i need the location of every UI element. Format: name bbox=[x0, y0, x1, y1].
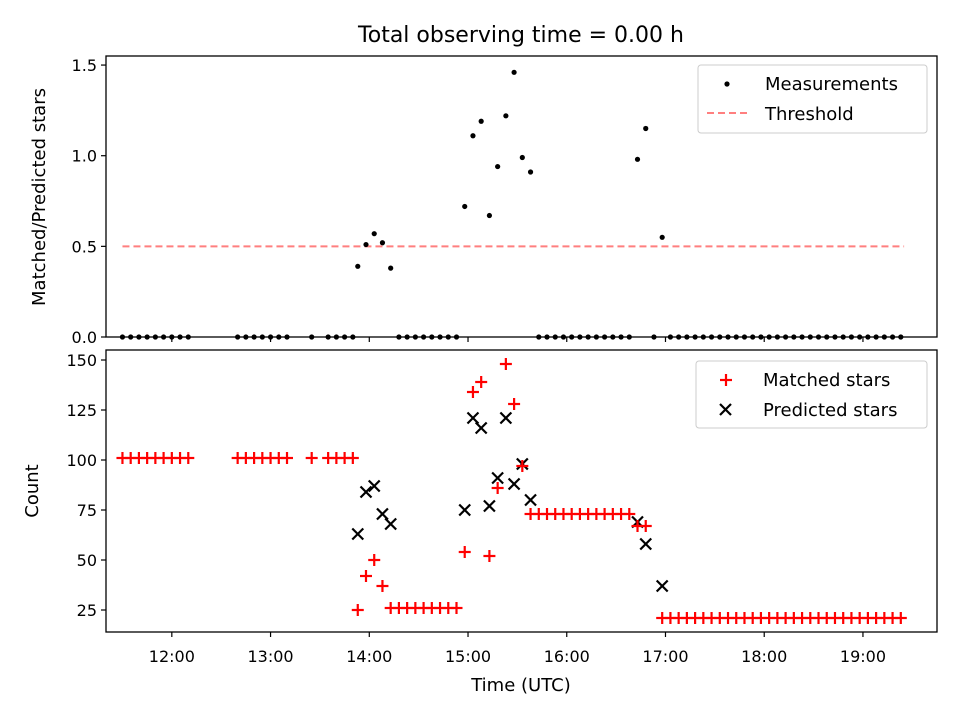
bottom-y-tick-label: 75 bbox=[77, 501, 97, 520]
bottom-y-ticks: 25 50 75 100 125 150 bbox=[66, 351, 106, 620]
matched-star-point bbox=[376, 580, 389, 592]
measurement-point bbox=[519, 154, 525, 161]
matched-star-point bbox=[458, 546, 471, 558]
matched-star-point bbox=[182, 452, 195, 464]
top-plot-marks bbox=[119, 69, 905, 340]
x-tick-label: 12:00 bbox=[149, 647, 195, 666]
predicted-star-point bbox=[458, 503, 472, 517]
matched-star-point bbox=[466, 386, 479, 398]
top-x-ticks bbox=[171, 337, 864, 342]
bottom-plot-marks bbox=[116, 358, 907, 624]
bottom-panel: 25 50 75 100 125 150 12:00 13:00 14:00 15:00 16:0… bbox=[22, 349, 938, 696]
bottom-axes-frame bbox=[105, 349, 938, 633]
measurement-point bbox=[527, 169, 534, 175]
predicted-star-point bbox=[376, 507, 389, 521]
top-legend: Measurements Threshold bbox=[697, 64, 928, 134]
measurement-point bbox=[659, 234, 665, 240]
x-axis-label: Time (UTC) bbox=[470, 675, 571, 696]
legend-predicted-label: Predicted stars bbox=[763, 400, 897, 421]
matched-star-point bbox=[639, 520, 652, 532]
legend-matched-marker bbox=[720, 374, 732, 386]
bottom-legend: Matched stars Predicted stars bbox=[695, 360, 928, 429]
bottom-y-tick-label: 50 bbox=[77, 551, 97, 570]
chart-title: Total observing time = 0.00 h bbox=[357, 23, 684, 48]
predicted-star-point bbox=[491, 471, 504, 485]
legend-predicted-marker bbox=[719, 403, 732, 416]
matched-star-point bbox=[491, 482, 504, 494]
legend-matched-label: Matched stars bbox=[763, 370, 890, 391]
matched-star-point bbox=[450, 602, 463, 614]
measurement-point bbox=[462, 203, 468, 210]
matched-star-point bbox=[499, 358, 512, 370]
predicted-star-point bbox=[466, 411, 480, 425]
measurement-point bbox=[486, 212, 493, 219]
measurement-point bbox=[643, 125, 649, 132]
top-y-tick-label: 0.0 bbox=[72, 328, 97, 347]
predicted-star-point bbox=[367, 479, 381, 493]
measurement-point bbox=[634, 156, 641, 162]
bottom-y-tick-label: 125 bbox=[66, 401, 97, 420]
predicted-star-point bbox=[384, 517, 397, 531]
predicted-star-point bbox=[483, 499, 496, 513]
matched-star-point bbox=[305, 452, 318, 464]
top-legend-box bbox=[697, 64, 928, 134]
top-y-axis-label: Matched/Predicted stars bbox=[29, 88, 50, 306]
top-y-ticks: 0.0 0.5 1.0 1.5 bbox=[72, 56, 106, 347]
matched-star-point bbox=[346, 452, 359, 464]
matched-star-point bbox=[894, 612, 907, 624]
top-y-tick-label: 0.5 bbox=[72, 237, 97, 256]
predicted-star-point bbox=[474, 421, 488, 435]
x-tick-label: 16:00 bbox=[544, 647, 590, 666]
top-y-tick-label: 1.5 bbox=[72, 56, 97, 75]
predicted-star-point bbox=[524, 493, 537, 507]
predicted-star-point bbox=[507, 477, 521, 491]
matched-star-point bbox=[483, 550, 496, 562]
measurement-point bbox=[379, 240, 386, 246]
bottom-legend-box bbox=[695, 360, 928, 429]
predicted-star-point bbox=[639, 537, 653, 551]
legend-threshold-label: Threshold bbox=[764, 104, 854, 125]
measurement-point bbox=[503, 113, 509, 119]
bottom-y-tick-label: 25 bbox=[77, 601, 97, 620]
matched-star-point bbox=[475, 376, 488, 388]
matched-star-point bbox=[359, 570, 372, 582]
top-y-tick-label: 1.0 bbox=[72, 147, 97, 166]
x-tick-label: 17:00 bbox=[642, 647, 688, 666]
measurement-point bbox=[363, 241, 369, 248]
matched-star-point bbox=[623, 508, 636, 520]
matched-star-point bbox=[508, 398, 521, 410]
legend-measurement-marker bbox=[724, 81, 730, 87]
measurement-point bbox=[355, 263, 361, 269]
measurement-point bbox=[495, 163, 501, 170]
x-tick-label: 15:00 bbox=[445, 647, 491, 666]
bottom-y-axis-label: Count bbox=[22, 464, 43, 517]
x-tick-label: 13:00 bbox=[247, 647, 293, 666]
x-tick-label: 19:00 bbox=[840, 647, 886, 666]
measurement-point bbox=[388, 265, 394, 271]
x-tick-label: 14:00 bbox=[346, 647, 392, 666]
matched-star-point bbox=[368, 554, 381, 566]
top-axes-frame bbox=[105, 55, 938, 338]
measurement-point bbox=[371, 231, 377, 237]
matched-star-point bbox=[281, 452, 294, 464]
measurement-point bbox=[511, 69, 517, 75]
matched-star-point bbox=[516, 460, 529, 472]
bottom-y-tick-label: 100 bbox=[66, 451, 97, 470]
predicted-star-point bbox=[655, 579, 669, 593]
predicted-star-point bbox=[499, 411, 513, 425]
predicted-star-point bbox=[351, 527, 365, 541]
measurement-point bbox=[478, 118, 484, 124]
legend-measurements-label: Measurements bbox=[765, 74, 898, 95]
bottom-x-ticks: 12:00 13:00 14:00 15:00 16:00 17:00 18:00 19:00 bbox=[149, 632, 886, 666]
measurement-point bbox=[470, 133, 476, 139]
bottom-y-tick-label: 150 bbox=[66, 351, 97, 370]
predicted-star-point bbox=[359, 485, 373, 499]
top-panel: 0.0 0.5 1.0 1.5 Matched/Predicted stars Mea… bbox=[29, 55, 938, 347]
matched-star-point bbox=[351, 604, 364, 616]
x-tick-label: 18:00 bbox=[741, 647, 787, 666]
